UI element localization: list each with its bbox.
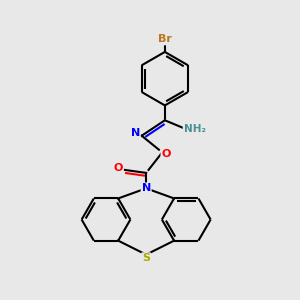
Text: N: N [130, 128, 140, 138]
Text: Br: Br [158, 34, 172, 44]
Text: O: O [161, 148, 171, 159]
Text: O: O [113, 163, 123, 172]
Text: N: N [142, 183, 151, 193]
Text: S: S [142, 253, 150, 263]
Text: NH₂: NH₂ [184, 124, 206, 134]
